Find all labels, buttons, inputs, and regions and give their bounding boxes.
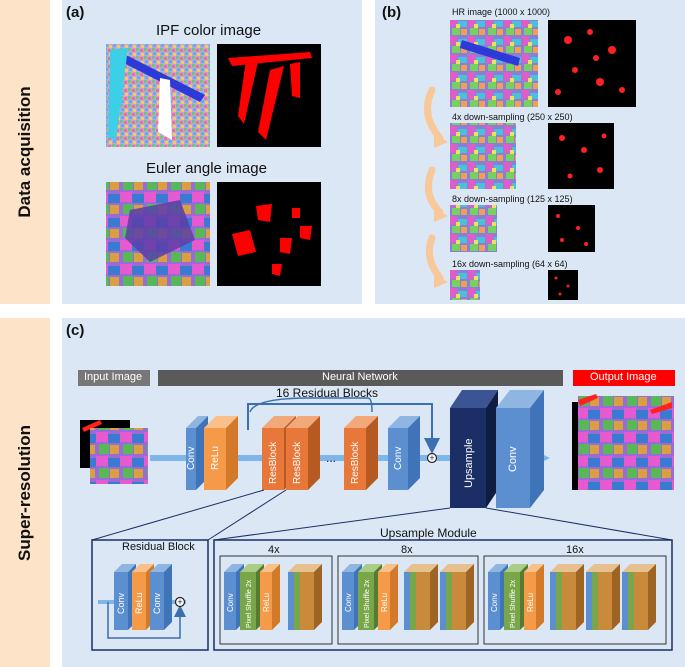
zoom-line-upsample-left — [213, 507, 451, 541]
scale-8x-label: 8x — [401, 544, 413, 556]
conv-layer-2 — [388, 416, 420, 490]
upsample-16x-box — [483, 555, 667, 645]
upsample-module-title: Upsample Module — [380, 526, 477, 540]
zoom-line-upsample-right — [485, 507, 673, 541]
euler-mask-image — [217, 182, 321, 286]
input-image-label: Input Image — [84, 371, 143, 383]
relu-layer-1 — [204, 416, 238, 490]
hr-ipf-image — [450, 20, 538, 107]
upsample-layer — [450, 390, 498, 508]
neural-network-bar — [158, 370, 563, 386]
conv-1-label: Conv — [186, 447, 197, 470]
up4-relu-label: ReLu — [262, 593, 271, 612]
upsample-4x-layers — [224, 564, 322, 630]
residual-skip-connection — [247, 403, 440, 454]
up16-conv-label: Conv — [490, 593, 499, 612]
mask-8x-image — [548, 205, 595, 252]
up8-conv-label: Conv — [344, 593, 353, 612]
conv-2-label: Conv — [393, 447, 404, 470]
section-bar-data-acquisition: Data acquisition — [0, 0, 50, 304]
down-16x-label: 16x down-sampling (64 x 64) — [452, 259, 568, 269]
upsample-8x-box — [337, 555, 479, 645]
svg-text:+: + — [177, 597, 182, 607]
svg-text:+: + — [429, 453, 434, 463]
residual-relu-label: ReLu — [134, 592, 144, 614]
section-bar-super-resolution: Super-resolution — [0, 318, 50, 667]
upsample-4x-box — [219, 555, 333, 645]
ipf-title: IPF color image — [156, 22, 262, 39]
up8-pixel-shuffle-label: Pixel Shuffle 2x — [364, 579, 371, 628]
resblock-16 — [344, 416, 378, 490]
resblock-2 — [286, 416, 320, 490]
output-image-bar — [573, 370, 675, 386]
residual-conv-2-label: Conv — [152, 592, 162, 614]
sum-node — [426, 452, 438, 464]
downsample-arrows — [424, 86, 444, 282]
residual-blocks-brace — [249, 397, 373, 413]
panel-a-label: (a) — [66, 4, 85, 21]
output-image — [572, 394, 674, 490]
pixel-shuffle-labels: Pixel Shuffle 2x Pixel Shuffle 2x Pixel … — [246, 579, 517, 628]
panel-c-label: (c) — [66, 322, 85, 339]
ipf-4x-image — [450, 123, 516, 189]
down-4x-label: 4x down-sampling (250 x 250) — [452, 112, 573, 122]
zoom-line-left — [91, 489, 265, 541]
upsample-16x-layers — [488, 564, 656, 630]
residual-sum-node — [174, 596, 186, 608]
residual-conv-2 — [150, 564, 172, 630]
residual-block-title: Residual Block — [122, 541, 195, 553]
euler-angle-image — [106, 182, 210, 286]
down-8x-label: 8x down-sampling (125 x 125) — [452, 194, 573, 204]
up16-pixel-shuffle-label: Pixel Shuffle 2x — [510, 579, 517, 628]
hr-mask-image — [548, 20, 636, 107]
output-image-label: Output Image — [590, 371, 657, 383]
upsample-8x-layers — [342, 564, 474, 630]
residual-conv-1-label: Conv — [116, 592, 126, 614]
downsample-arrowheads — [434, 134, 448, 288]
resblock-1-label: ResBlock — [268, 441, 279, 484]
euler-title: Euler angle image — [146, 160, 267, 177]
conv-layer-3 — [496, 390, 544, 508]
residual-blocks-count-label: 16 Residual Blocks — [276, 386, 379, 400]
ipf-8x-image — [450, 205, 497, 252]
upsample-module-box — [213, 539, 673, 651]
layer-labels: Conv ReLu ResBlock ResBlock ResBlock Con… — [116, 438, 535, 614]
ipf-color-image — [106, 44, 210, 147]
conv-3-label: Conv — [507, 446, 519, 472]
resblock-dots: ... — [326, 451, 336, 465]
relu-1-label: ReLu — [210, 446, 221, 470]
neural-network-label: Neural Network — [322, 371, 398, 383]
resblock-2-label: ResBlock — [292, 441, 303, 484]
ipf-mask-image — [217, 44, 321, 147]
resblock-16-label: ResBlock — [350, 441, 361, 484]
mask-4x-image — [548, 123, 614, 189]
up4-conv-label: Conv — [226, 593, 235, 612]
residual-block-box — [91, 539, 209, 651]
upsample-label: Upsample — [463, 438, 475, 488]
up16-relu-label: ReLu — [526, 593, 535, 612]
zoom-line-right — [207, 489, 287, 541]
panel-b-label: (b) — [382, 4, 402, 21]
input-image-bar — [78, 370, 150, 386]
ipf-16x-image — [450, 270, 480, 300]
up8-relu-label: ReLu — [380, 593, 389, 612]
residual-skip-arrow — [107, 602, 186, 639]
input-image — [80, 420, 148, 484]
mask-16x-image — [548, 270, 578, 300]
scale-4x-label: 4x — [268, 544, 280, 556]
up4-pixel-shuffle-label: Pixel Shuffle 2x — [246, 579, 253, 628]
hr-image-label: HR image (1000 x 1000) — [452, 7, 551, 17]
scale-16x-label: 16x — [566, 544, 584, 556]
